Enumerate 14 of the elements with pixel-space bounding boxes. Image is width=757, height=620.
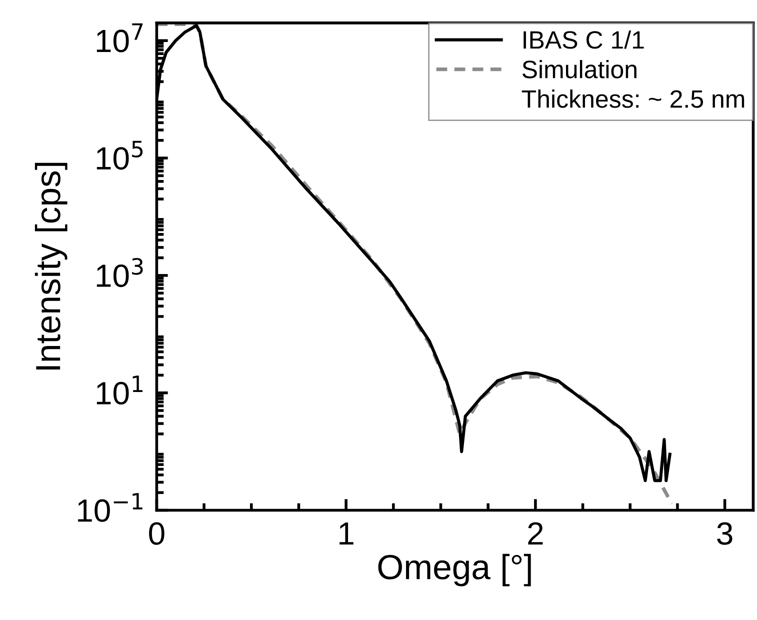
x-tick-label: 0 bbox=[149, 522, 164, 545]
legend-label: IBAS C 1/1 bbox=[524, 30, 644, 49]
y-tick-label: 10$^{−1}$ bbox=[78, 493, 142, 522]
x-axis-title: Omega [°] bbox=[378, 554, 531, 586]
y-axis-title: Intensity [cps] bbox=[34, 162, 68, 370]
y-tick-label: 10$^{1}$ bbox=[96, 376, 142, 405]
y-tick-label: 10$^{7}$ bbox=[96, 23, 143, 52]
x-tick-label: 1 bbox=[340, 522, 354, 545]
x-tick-label: 2 bbox=[528, 522, 543, 545]
x-tick-label: 3 bbox=[717, 522, 732, 545]
y-tick-label: 10$^{5}$ bbox=[96, 140, 143, 170]
y-tick-label: 10$^{3}$ bbox=[96, 258, 143, 288]
legend-label: Simulation bbox=[522, 60, 636, 78]
annotation: Thickness: ~ 2.5 nm bbox=[522, 90, 744, 108]
